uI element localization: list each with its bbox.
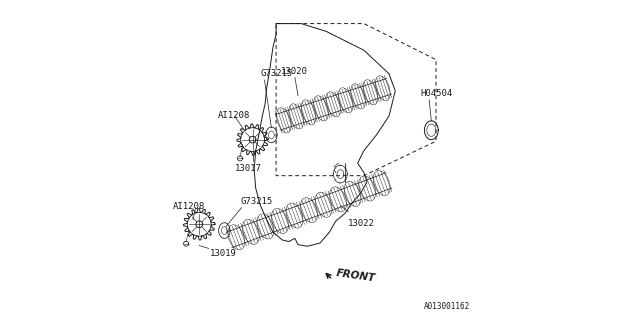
Text: 13017: 13017: [235, 164, 262, 173]
Text: H04504: H04504: [420, 89, 452, 98]
Text: 13020: 13020: [281, 67, 308, 76]
Text: FRONT: FRONT: [335, 268, 376, 284]
Text: AI1208: AI1208: [218, 111, 250, 120]
Text: G73215: G73215: [260, 69, 292, 78]
Text: 13019: 13019: [210, 249, 237, 258]
Text: G73215: G73215: [241, 197, 273, 206]
Text: AI1208: AI1208: [173, 202, 205, 211]
Text: 13022: 13022: [348, 219, 374, 228]
Text: A013001162: A013001162: [424, 301, 470, 310]
